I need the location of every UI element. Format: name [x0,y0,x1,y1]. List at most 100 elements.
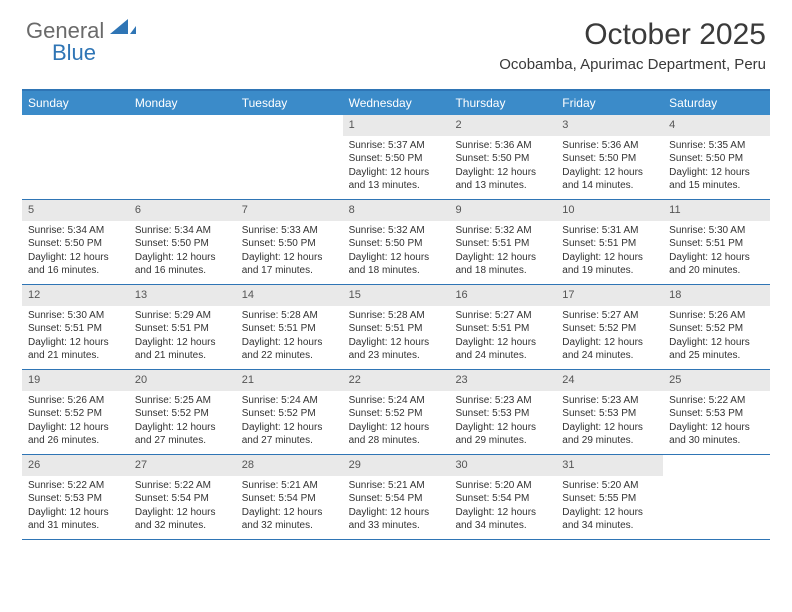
day-cell [22,115,129,199]
daylight-text: Daylight: 12 hours and 29 minutes. [455,421,550,448]
day-number [129,115,236,121]
day-number [22,115,129,121]
day-number [236,115,343,121]
daylight-text: Daylight: 12 hours and 16 minutes. [28,251,123,278]
sunset-text: Sunset: 5:55 PM [562,492,657,506]
day-number: 30 [449,455,556,476]
day-cell: 2Sunrise: 5:36 AMSunset: 5:50 PMDaylight… [449,115,556,199]
daylight-text: Daylight: 12 hours and 17 minutes. [242,251,337,278]
weekday-header-row: Sunday Monday Tuesday Wednesday Thursday… [22,91,770,115]
daylight-text: Daylight: 12 hours and 27 minutes. [135,421,230,448]
sunrise-text: Sunrise: 5:36 AM [562,139,657,153]
sunrise-text: Sunrise: 5:28 AM [349,309,444,323]
sunrise-text: Sunrise: 5:22 AM [135,479,230,493]
day-number: 10 [556,200,663,221]
day-body: Sunrise: 5:34 AMSunset: 5:50 PMDaylight:… [22,221,129,284]
sunset-text: Sunset: 5:50 PM [669,152,764,166]
weekday-header: Tuesday [236,91,343,115]
day-number: 13 [129,285,236,306]
sunset-text: Sunset: 5:51 PM [349,322,444,336]
sunset-text: Sunset: 5:53 PM [455,407,550,421]
day-number: 4 [663,115,770,136]
day-body: Sunrise: 5:28 AMSunset: 5:51 PMDaylight:… [236,306,343,369]
sunset-text: Sunset: 5:54 PM [349,492,444,506]
sunrise-text: Sunrise: 5:28 AM [242,309,337,323]
weekday-header: Saturday [663,91,770,115]
day-number: 3 [556,115,663,136]
weekday-header: Friday [556,91,663,115]
sunrise-text: Sunrise: 5:20 AM [455,479,550,493]
logo: General Blue [26,18,136,44]
sunrise-text: Sunrise: 5:27 AM [562,309,657,323]
day-body: Sunrise: 5:24 AMSunset: 5:52 PMDaylight:… [236,391,343,454]
sunrise-text: Sunrise: 5:30 AM [28,309,123,323]
daylight-text: Daylight: 12 hours and 22 minutes. [242,336,337,363]
day-cell: 27Sunrise: 5:22 AMSunset: 5:54 PMDayligh… [129,455,236,539]
sunset-text: Sunset: 5:50 PM [562,152,657,166]
day-body: Sunrise: 5:27 AMSunset: 5:51 PMDaylight:… [449,306,556,369]
day-cell: 5Sunrise: 5:34 AMSunset: 5:50 PMDaylight… [22,200,129,284]
sunrise-text: Sunrise: 5:22 AM [28,479,123,493]
day-cell: 7Sunrise: 5:33 AMSunset: 5:50 PMDaylight… [236,200,343,284]
day-number: 22 [343,370,450,391]
daylight-text: Daylight: 12 hours and 19 minutes. [562,251,657,278]
daylight-text: Daylight: 12 hours and 26 minutes. [28,421,123,448]
sunrise-text: Sunrise: 5:34 AM [135,224,230,238]
day-cell: 9Sunrise: 5:32 AMSunset: 5:51 PMDaylight… [449,200,556,284]
daylight-text: Daylight: 12 hours and 15 minutes. [669,166,764,193]
week-row: 5Sunrise: 5:34 AMSunset: 5:50 PMDaylight… [22,200,770,285]
sunset-text: Sunset: 5:52 PM [242,407,337,421]
day-body: Sunrise: 5:31 AMSunset: 5:51 PMDaylight:… [556,221,663,284]
day-number: 31 [556,455,663,476]
logo-sail-icon [110,17,136,40]
day-number: 27 [129,455,236,476]
sunset-text: Sunset: 5:51 PM [135,322,230,336]
day-cell: 23Sunrise: 5:23 AMSunset: 5:53 PMDayligh… [449,370,556,454]
day-cell: 1Sunrise: 5:37 AMSunset: 5:50 PMDaylight… [343,115,450,199]
day-cell: 3Sunrise: 5:36 AMSunset: 5:50 PMDaylight… [556,115,663,199]
daylight-text: Daylight: 12 hours and 20 minutes. [669,251,764,278]
day-cell: 18Sunrise: 5:26 AMSunset: 5:52 PMDayligh… [663,285,770,369]
day-body: Sunrise: 5:27 AMSunset: 5:52 PMDaylight:… [556,306,663,369]
day-body: Sunrise: 5:23 AMSunset: 5:53 PMDaylight:… [449,391,556,454]
daylight-text: Daylight: 12 hours and 32 minutes. [135,506,230,533]
day-number: 7 [236,200,343,221]
weekday-header: Sunday [22,91,129,115]
sunset-text: Sunset: 5:53 PM [28,492,123,506]
day-body: Sunrise: 5:36 AMSunset: 5:50 PMDaylight:… [556,136,663,199]
day-body: Sunrise: 5:21 AMSunset: 5:54 PMDaylight:… [236,476,343,539]
day-number: 29 [343,455,450,476]
daylight-text: Daylight: 12 hours and 34 minutes. [562,506,657,533]
day-cell: 26Sunrise: 5:22 AMSunset: 5:53 PMDayligh… [22,455,129,539]
month-title: October 2025 [499,18,766,52]
daylight-text: Daylight: 12 hours and 14 minutes. [562,166,657,193]
day-cell: 13Sunrise: 5:29 AMSunset: 5:51 PMDayligh… [129,285,236,369]
daylight-text: Daylight: 12 hours and 25 minutes. [669,336,764,363]
day-number: 17 [556,285,663,306]
day-number: 28 [236,455,343,476]
sunrise-text: Sunrise: 5:31 AM [562,224,657,238]
day-cell [129,115,236,199]
daylight-text: Daylight: 12 hours and 16 minutes. [135,251,230,278]
day-cell: 4Sunrise: 5:35 AMSunset: 5:50 PMDaylight… [663,115,770,199]
day-cell: 22Sunrise: 5:24 AMSunset: 5:52 PMDayligh… [343,370,450,454]
week-row: 26Sunrise: 5:22 AMSunset: 5:53 PMDayligh… [22,455,770,540]
weekday-header: Monday [129,91,236,115]
sunset-text: Sunset: 5:51 PM [669,237,764,251]
day-cell: 14Sunrise: 5:28 AMSunset: 5:51 PMDayligh… [236,285,343,369]
day-number: 21 [236,370,343,391]
day-number: 15 [343,285,450,306]
day-cell [663,455,770,539]
day-cell: 16Sunrise: 5:27 AMSunset: 5:51 PMDayligh… [449,285,556,369]
day-number: 11 [663,200,770,221]
daylight-text: Daylight: 12 hours and 33 minutes. [349,506,444,533]
daylight-text: Daylight: 12 hours and 13 minutes. [349,166,444,193]
day-cell [236,115,343,199]
day-body: Sunrise: 5:37 AMSunset: 5:50 PMDaylight:… [343,136,450,199]
day-number: 23 [449,370,556,391]
sunset-text: Sunset: 5:50 PM [135,237,230,251]
daylight-text: Daylight: 12 hours and 30 minutes. [669,421,764,448]
sunrise-text: Sunrise: 5:20 AM [562,479,657,493]
sunrise-text: Sunrise: 5:34 AM [28,224,123,238]
daylight-text: Daylight: 12 hours and 29 minutes. [562,421,657,448]
